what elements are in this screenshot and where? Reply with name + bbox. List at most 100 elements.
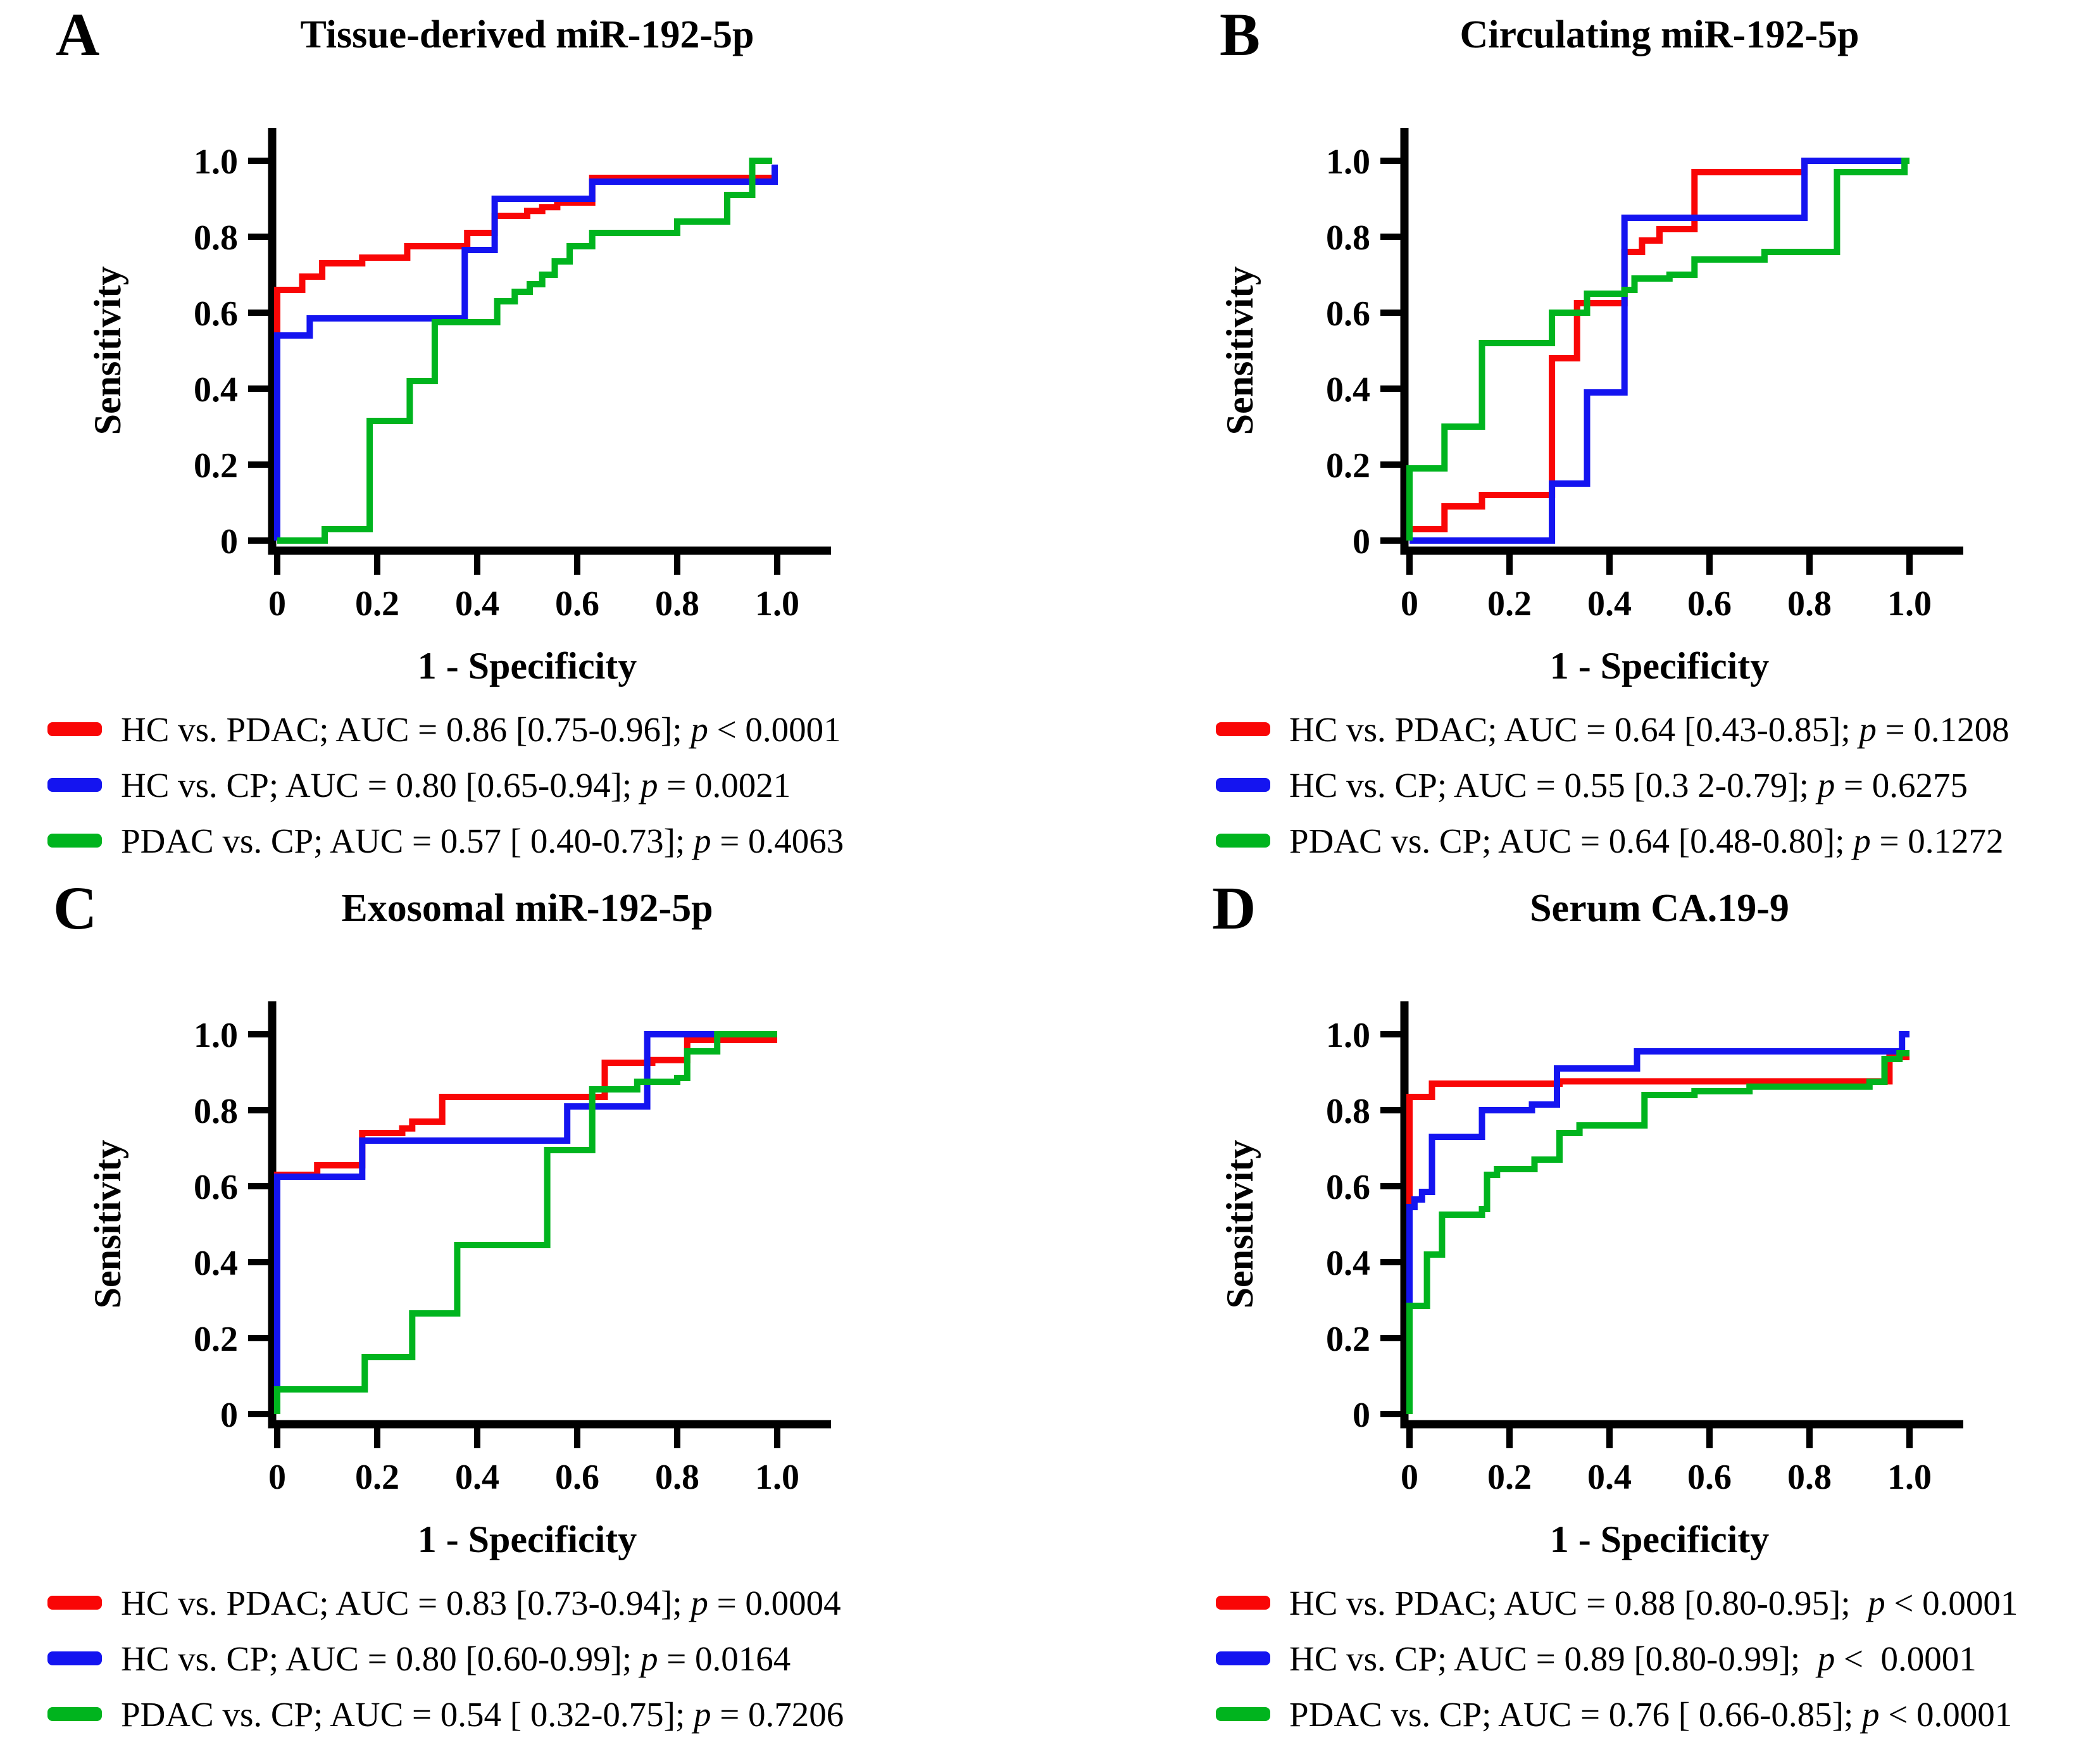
svg-text:1.0: 1.0 [755, 1458, 799, 1497]
legend-item: HC vs. CP; AUC = 0.89 [0.80-0.99]; p < 0… [1216, 1631, 2100, 1686]
svg-text:0.2: 0.2 [355, 1458, 399, 1497]
legend-swatch-blue [1216, 778, 1270, 792]
svg-text:0.4: 0.4 [1587, 1458, 1632, 1497]
svg-text:0.6: 0.6 [555, 1458, 599, 1497]
svg-text:0.6: 0.6 [194, 294, 238, 334]
legend-text: PDAC vs. CP; AUC = 0.54 [ 0.32-0.75]; p … [121, 1694, 844, 1734]
svg-text:1.0: 1.0 [1326, 1016, 1370, 1055]
panel-d-header: D Serum CA.19-9 [1050, 874, 2100, 943]
svg-text:0: 0 [268, 584, 286, 623]
legend-swatch-green [1216, 1707, 1270, 1721]
panel-b-letter: B [1220, 1, 1261, 68]
svg-text:0.6: 0.6 [1326, 294, 1370, 334]
svg-text:0.4: 0.4 [1326, 370, 1370, 410]
svg-text:0.2: 0.2 [194, 1320, 238, 1359]
svg-text:0.4: 0.4 [194, 370, 238, 410]
legend-text: PDAC vs. CP; AUC = 0.76 [ 0.66-0.85]; p … [1289, 1694, 2013, 1734]
svg-text:1.0: 1.0 [1887, 1458, 1932, 1497]
roc-plot-a: 0 0.2 0.4 0.6 0.8 1.0 0 0.2 0.4 0.6 0.8 1.0 1 - Spec… [87, 128, 831, 687]
legend-text: HC vs. CP; AUC = 0.80 [0.60-0.99]; p = 0… [121, 1639, 791, 1678]
svg-text:0.6: 0.6 [194, 1168, 238, 1207]
svg-text:0.8: 0.8 [1787, 1458, 1832, 1497]
panel-b: B Circulating miR-192-5p 0 0.2 0.4 0.6 0.8 1.… [1050, 0, 2100, 874]
svg-text:0.8: 0.8 [1326, 218, 1370, 258]
svg-text:0.2: 0.2 [1487, 584, 1532, 623]
legend-text: HC vs. PDAC; AUC = 0.83 [0.73-0.94]; p =… [121, 1583, 841, 1622]
svg-text:1.0: 1.0 [194, 142, 238, 182]
legend-swatch-red [47, 1596, 102, 1610]
panel-c-title: Exosomal miR-192-5p [341, 887, 713, 930]
svg-text:Sensitivity: Sensitivity [87, 266, 128, 435]
svg-text:1 - Specificity: 1 - Specificity [418, 1518, 637, 1560]
legend-text: HC vs. PDAC; AUC = 0.64 [0.43-0.85]; p =… [1289, 710, 2009, 749]
legend-swatch-green [47, 1707, 102, 1721]
svg-text:0.4: 0.4 [455, 1458, 499, 1497]
svg-text:0.8: 0.8 [194, 218, 238, 258]
legend-item: PDAC vs. CP; AUC = 0.64 [0.48-0.80]; p =… [1216, 813, 2100, 868]
legend-swatch-green [47, 834, 102, 848]
panel-a-header: A Tissue-derived miR-192-5p [0, 0, 1050, 70]
panel-b-title: Circulating miR-192-5p [1459, 13, 1859, 56]
svg-text:0: 0 [1353, 1396, 1370, 1435]
svg-text:0.4: 0.4 [1326, 1244, 1370, 1283]
svg-text:0.8: 0.8 [1326, 1092, 1370, 1131]
legend-text: HC vs. PDAC; AUC = 0.88 [0.80-0.95]; p <… [1289, 1583, 2018, 1622]
panel-c-letter: C [53, 874, 97, 942]
panel-d-title: Serum CA.19-9 [1530, 887, 1789, 930]
svg-text:0.6: 0.6 [555, 584, 599, 623]
svg-text:0.2: 0.2 [194, 446, 238, 485]
legend-item: HC vs. PDAC; AUC = 0.83 [0.73-0.94]; p =… [47, 1575, 1050, 1631]
legend-swatch-red [47, 722, 102, 736]
svg-text:0.8: 0.8 [655, 584, 699, 623]
legend-item: PDAC vs. CP; AUC = 0.57 [ 0.40-0.73]; p … [47, 813, 1050, 868]
svg-text:0.8: 0.8 [1787, 584, 1832, 623]
legend-text: PDAC vs. CP; AUC = 0.64 [0.48-0.80]; p =… [1289, 821, 2004, 860]
svg-text:0.2: 0.2 [355, 584, 399, 623]
svg-text:0.6: 0.6 [1326, 1168, 1370, 1207]
panel-d-letter: D [1212, 874, 1256, 942]
legend-text: HC vs. CP; AUC = 0.80 [0.65-0.94]; p = 0… [121, 765, 791, 805]
panel-b-header: B Circulating miR-192-5p [1050, 0, 2100, 70]
legend-swatch-blue [1216, 1651, 1270, 1665]
legend-item: HC vs. CP; AUC = 0.80 [0.60-0.99]; p = 0… [47, 1631, 1050, 1686]
panel-c: C Exosomal miR-192-5p 0 0.2 0.4 0.6 0.8 1.0 0 0… [0, 874, 1050, 1747]
legend-swatch-green [1216, 834, 1270, 848]
panel-d-legend: HC vs. PDAC; AUC = 0.88 [0.80-0.95]; p <… [1050, 1575, 2100, 1742]
panel-c-header: C Exosomal miR-192-5p [0, 874, 1050, 943]
svg-text:0.8: 0.8 [194, 1092, 238, 1131]
legend-item: HC vs. PDAC; AUC = 0.86 [0.75-0.96]; p <… [47, 701, 1050, 757]
svg-text:0.4: 0.4 [455, 584, 499, 623]
svg-text:0.2: 0.2 [1487, 1458, 1532, 1497]
svg-text:1.0: 1.0 [755, 584, 799, 623]
svg-text:0: 0 [1353, 522, 1370, 561]
legend-swatch-red [1216, 722, 1270, 736]
svg-text:1 - Specificity: 1 - Specificity [418, 645, 637, 687]
roc-plot-d: 0 0.2 0.4 0.6 0.8 1.0 0 0.2 0.4 0.6 0.8 1.0 1 - Spec… [1219, 1001, 1963, 1560]
svg-text:0.4: 0.4 [194, 1244, 238, 1283]
svg-text:0: 0 [268, 1458, 286, 1497]
svg-text:1.0: 1.0 [194, 1016, 238, 1055]
svg-text:0.6: 0.6 [1687, 584, 1732, 623]
svg-text:Sensitivity: Sensitivity [1219, 1140, 1261, 1309]
legend-item: HC vs. PDAC; AUC = 0.64 [0.43-0.85]; p =… [1216, 701, 2100, 757]
legend-item: PDAC vs. CP; AUC = 0.54 [ 0.32-0.75]; p … [47, 1686, 1050, 1742]
legend-text: HC vs. CP; AUC = 0.55 [0.3 2-0.79]; p = … [1289, 765, 1968, 805]
legend-text: PDAC vs. CP; AUC = 0.57 [ 0.40-0.73]; p … [121, 821, 844, 860]
svg-text:0.8: 0.8 [655, 1458, 699, 1497]
panel-a-title: Tissue-derived miR-192-5p [300, 13, 754, 56]
panel-a: A Tissue-derived miR-192-5p 0 0.2 0.4 0.6 0.… [0, 0, 1050, 874]
svg-text:0.2: 0.2 [1326, 1320, 1370, 1359]
svg-text:0.6: 0.6 [1687, 1458, 1732, 1497]
panel-b-legend: HC vs. PDAC; AUC = 0.64 [0.43-0.85]; p =… [1050, 701, 2100, 868]
legend-item: HC vs. PDAC; AUC = 0.88 [0.80-0.95]; p <… [1216, 1575, 2100, 1631]
legend-item: HC vs. CP; AUC = 0.80 [0.65-0.94]; p = 0… [47, 757, 1050, 813]
svg-text:0: 0 [220, 522, 238, 561]
svg-text:1 - Specificity: 1 - Specificity [1550, 645, 1770, 687]
svg-text:1 - Specificity: 1 - Specificity [1550, 1518, 1770, 1560]
svg-text:1.0: 1.0 [1887, 584, 1932, 623]
svg-text:1.0: 1.0 [1326, 142, 1370, 182]
legend-item: PDAC vs. CP; AUC = 0.76 [ 0.66-0.85]; p … [1216, 1686, 2100, 1742]
panel-d: D Serum CA.19-9 0 0.2 0.4 0.6 0.8 1.0 0 0.2 0.4 0… [1050, 874, 2100, 1747]
svg-text:0: 0 [1401, 584, 1418, 623]
legend-swatch-blue [47, 778, 102, 792]
